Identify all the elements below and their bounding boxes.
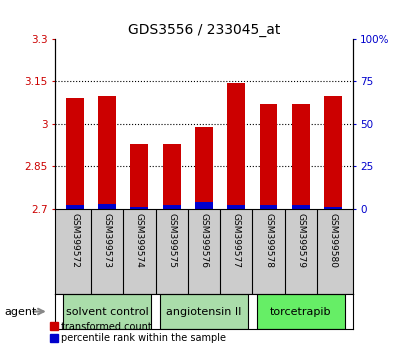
Text: GSM399576: GSM399576 [199,213,208,268]
Bar [324,96,341,209]
Bar [130,207,148,209]
Bar [195,202,212,209]
Bar [63,294,151,329]
Bar [66,205,83,209]
Text: angiotensin II: angiotensin II [166,307,241,316]
Text: GSM399579: GSM399579 [296,213,305,268]
Bar [324,207,341,209]
Text: agent: agent [4,307,36,316]
Bar [162,144,180,209]
Bar [291,205,309,209]
Bar [256,294,344,329]
Bar [98,96,116,209]
Text: GSM399572: GSM399572 [70,213,79,268]
Bar [130,144,148,209]
Bar [162,205,180,209]
Bar [160,294,247,329]
Bar [227,83,245,209]
Text: GSM399577: GSM399577 [231,213,240,268]
Text: GSM399575: GSM399575 [167,213,176,268]
Text: GSM399580: GSM399580 [328,213,337,268]
Bar [66,98,83,209]
Bar [98,204,116,209]
Bar [259,205,277,209]
Text: solvent control: solvent control [65,307,148,316]
Title: GDS3556 / 233045_at: GDS3556 / 233045_at [128,23,279,36]
Text: torcetrapib: torcetrapib [270,307,331,316]
Bar [259,104,277,209]
Bar [227,205,245,209]
Text: GSM399578: GSM399578 [263,213,272,268]
Legend: transformed count, percentile rank within the sample: transformed count, percentile rank withi… [46,318,230,347]
Bar [291,104,309,209]
Text: GSM399573: GSM399573 [102,213,111,268]
Text: GSM399574: GSM399574 [135,213,144,268]
Bar [195,127,212,209]
